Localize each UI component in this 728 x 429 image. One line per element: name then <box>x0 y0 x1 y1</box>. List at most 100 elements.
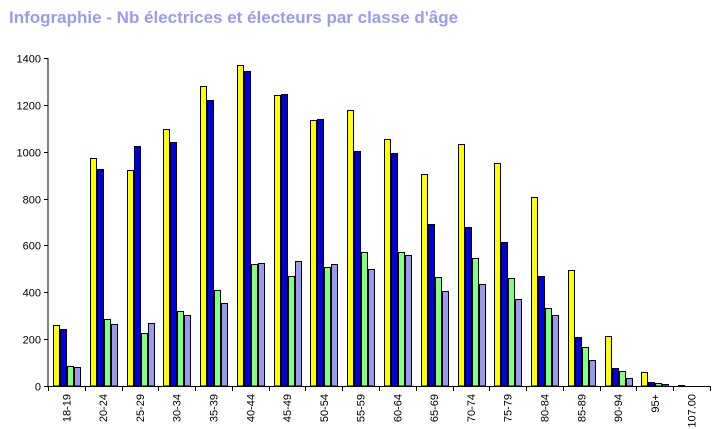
bar-series-3 <box>361 252 368 387</box>
bar-series-3 <box>619 371 626 387</box>
bar-series-3 <box>324 267 331 387</box>
bar-series-3 <box>288 276 295 387</box>
bar-series-4 <box>662 384 669 387</box>
bar-series-2 <box>97 169 104 387</box>
bar-series-1 <box>127 170 134 387</box>
x-tick-label: 30-34 <box>172 394 184 422</box>
x-tick-label: 20-24 <box>98 394 110 422</box>
bar-series-1 <box>458 144 465 387</box>
bar-series-4 <box>221 303 228 387</box>
bar-series-4 <box>148 323 155 387</box>
x-tick-label: 90-94 <box>613 394 625 422</box>
bar-series-2 <box>501 242 508 387</box>
bar-series-1 <box>200 86 207 387</box>
x-axis: 18-19 20-24 25-29 30-34 35-39 40-44 45-49 50-54… <box>48 386 711 428</box>
x-tick-label: 40-44 <box>245 394 257 422</box>
bar-series-2 <box>391 153 398 387</box>
x-tick-label: 45-49 <box>282 394 294 422</box>
bar-series-3 <box>655 383 662 387</box>
bar-series-3 <box>104 319 111 387</box>
bar-series-2 <box>281 94 288 387</box>
bar-series-2 <box>134 146 141 387</box>
bar-series-2 <box>207 100 214 387</box>
x-tick-label: 65-69 <box>429 394 441 422</box>
bar-series-2 <box>60 329 67 387</box>
bar-series-3 <box>582 347 589 387</box>
x-tick-label: 25-29 <box>135 394 147 422</box>
bar-series-1 <box>568 270 575 387</box>
y-tick-label: 0 <box>35 382 41 394</box>
bar-series-4 <box>626 378 633 387</box>
y-tick-label: 600 <box>23 241 41 253</box>
bar-series-4 <box>74 367 81 387</box>
bar-series-1 <box>90 158 97 387</box>
bar-series-1 <box>531 197 538 387</box>
bar-series-4 <box>405 255 412 387</box>
bar-series-2 <box>612 368 619 387</box>
bar-series-4 <box>552 315 559 387</box>
x-tick-label: 18-19 <box>61 394 73 422</box>
x-tick-label: 50-54 <box>319 394 331 422</box>
bar-series-1 <box>384 139 391 387</box>
bar-series-3 <box>472 258 479 387</box>
y-axis: 0 200 400 600 800 1000 1200 1400 <box>17 54 49 394</box>
y-tick-label: 800 <box>23 195 41 207</box>
bar-series-1 <box>605 336 612 387</box>
bar-series-3 <box>214 290 221 387</box>
bar-series-3 <box>398 252 405 387</box>
bar-series-4 <box>295 261 302 387</box>
bar-series-4 <box>331 264 338 387</box>
bar-series-2 <box>428 224 435 387</box>
bar-series-2 <box>170 142 177 387</box>
chart-title: Infographie - Nb électrices et électeurs… <box>9 8 459 27</box>
bar-series-3 <box>141 333 148 387</box>
bars <box>53 65 685 387</box>
bar-series-1 <box>494 163 501 387</box>
bar-series-1 <box>237 65 244 387</box>
bar-series-1 <box>53 325 60 387</box>
bar-series-3 <box>435 277 442 387</box>
bar-series-2 <box>354 151 361 387</box>
bar-series-1 <box>274 95 281 387</box>
bar-series-3 <box>508 278 515 387</box>
y-tick-label: 1400 <box>17 54 41 66</box>
bar-series-3 <box>177 311 184 387</box>
bar-series-2 <box>465 227 472 387</box>
bar-series-1 <box>163 129 170 387</box>
x-tick-label: 60-64 <box>392 394 404 422</box>
bar-series-4 <box>515 299 522 387</box>
bar-series-2 <box>648 382 655 387</box>
bar-series-4 <box>368 269 375 387</box>
y-tick-label: 200 <box>23 335 41 347</box>
x-tick-label: 107.00 <box>687 394 699 428</box>
bar-series-1 <box>641 372 648 387</box>
x-tick-label: 75-79 <box>503 394 515 422</box>
bar-series-2 <box>538 276 545 387</box>
bar-series-2 <box>244 71 251 387</box>
bar-series-4 <box>184 315 191 387</box>
x-tick-label: 85-89 <box>576 394 588 422</box>
bar-series-4 <box>258 263 265 387</box>
bar-series-4 <box>111 324 118 387</box>
bar-series-3 <box>67 366 74 387</box>
x-tick-label: 35-39 <box>209 394 221 422</box>
bar-series-1 <box>421 174 428 387</box>
x-tick-label: 70-74 <box>466 394 478 422</box>
bar-series-4 <box>589 360 596 387</box>
bar-series-3 <box>251 264 258 387</box>
y-tick-label: 400 <box>23 288 41 300</box>
y-tick-label: 1000 <box>17 148 41 160</box>
x-tick-label: 80-84 <box>540 394 552 422</box>
bar-series-1 <box>347 110 354 387</box>
y-tick-label: 1200 <box>17 101 41 113</box>
bar-series-4 <box>479 284 486 387</box>
bar-series-1 <box>678 385 685 387</box>
bar-series-3 <box>545 308 552 387</box>
x-tick-label: 95+ <box>650 394 662 413</box>
bar-series-1 <box>310 120 317 387</box>
x-tick-label: 55-59 <box>356 394 368 422</box>
bar-series-4 <box>442 291 449 387</box>
bar-series-2 <box>575 337 582 387</box>
bar-series-2 <box>317 119 324 387</box>
